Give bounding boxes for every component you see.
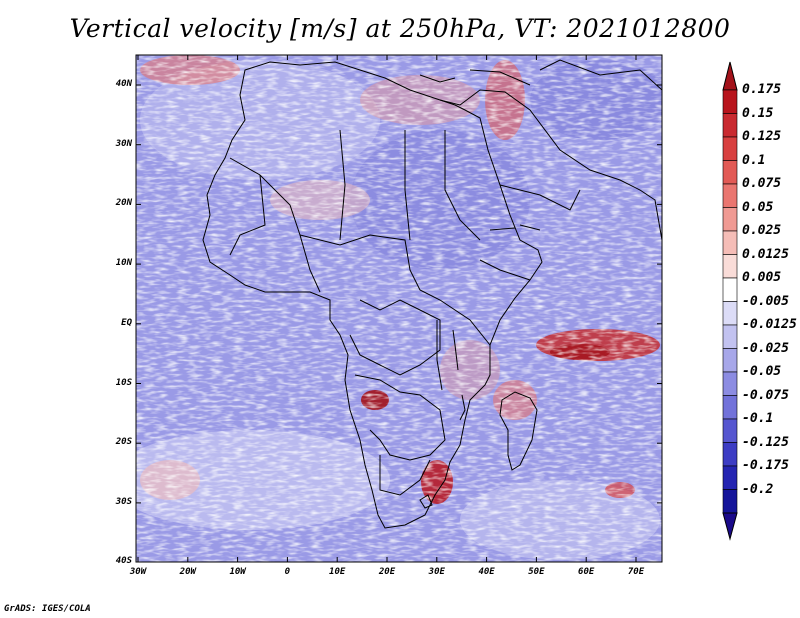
map-frame <box>135 54 663 563</box>
colorbar-swatch <box>722 465 738 490</box>
colorbar-level-label: -0.125 <box>742 434 789 450</box>
colorbar-swatch <box>722 301 738 326</box>
colorbar-swatch <box>722 277 738 302</box>
lon-label: 10W <box>229 567 246 577</box>
coastlines <box>202 59 662 529</box>
lon-label: 60E <box>578 567 595 577</box>
colorbar-swatch <box>722 230 738 255</box>
colorbar-swatch <box>722 418 738 443</box>
colorbar-level-label: 0.075 <box>742 176 782 191</box>
lon-label: 50E <box>528 567 545 577</box>
colorbar-swatch <box>722 89 738 114</box>
colorbar-level-label: 0.0125 <box>742 246 789 262</box>
axis-ticks <box>136 55 662 563</box>
colorbar-swatch <box>722 207 738 232</box>
colorbar-level-label: 0.125 <box>742 129 782 144</box>
lat-label: 10S <box>115 377 132 388</box>
colorbar <box>722 61 738 541</box>
credit-text: GrADS: IGES/COLA <box>4 604 91 614</box>
lon-label: 70E <box>627 567 645 577</box>
colorbar-level-label: -0.05 <box>742 364 782 379</box>
colorbar-swatch <box>722 395 738 420</box>
lon-label: 0 <box>284 567 291 577</box>
colorbar-level-label: -0.2 <box>742 481 774 497</box>
colorbar-swatch <box>722 324 738 349</box>
colorbar-level-label: 0.15 <box>742 105 774 121</box>
colorbar-level-label: 0.05 <box>742 199 774 215</box>
lon-label: 10E <box>329 567 346 577</box>
colorbar-level-label: 0.175 <box>742 82 782 97</box>
lat-label: 40S <box>115 556 132 566</box>
colorbar-swatch <box>722 442 738 467</box>
lon-label: 30E <box>428 567 445 577</box>
velocity-field <box>136 55 662 562</box>
colorbar-level-label: 0.1 <box>742 152 766 168</box>
lon-label: 20W <box>179 567 196 577</box>
colorbar-swatch <box>722 113 738 138</box>
colorbar-swatch <box>722 348 738 373</box>
colorbar-swatch <box>722 136 738 161</box>
colorbar-level-label: -0.075 <box>742 387 789 403</box>
lon-label: 20E <box>378 567 396 577</box>
lon-label: 40E <box>478 567 495 577</box>
colorbar-level-label: -0.025 <box>742 340 789 356</box>
colorbar-swatch <box>722 489 738 514</box>
lat-label: 30N <box>115 138 132 149</box>
colorbar-level-label: 0.005 <box>742 270 782 285</box>
colorbar-level-label: -0.1 <box>742 411 774 426</box>
colorbar-swatch <box>722 371 738 396</box>
colorbar-level-label: -0.175 <box>742 458 789 473</box>
lat-label: 20N <box>115 198 132 209</box>
colorbar-top-triangle <box>722 61 738 91</box>
colorbar-level-label: 0.025 <box>742 223 782 238</box>
lat-label: 30S <box>115 496 132 507</box>
lat-label: EQ <box>121 317 132 328</box>
lat-label: 40N <box>115 79 132 89</box>
colorbar-bottom-triangle <box>722 512 738 541</box>
lon-label: 30W <box>129 567 147 577</box>
colorbar-swatch <box>722 254 738 279</box>
colorbar-level-label: -0.005 <box>742 293 789 309</box>
lat-label: 10N <box>115 258 132 269</box>
colorbar-swatch <box>722 160 738 185</box>
lat-label: 20S <box>115 437 132 448</box>
colorbar-level-label: -0.0125 <box>742 317 797 332</box>
colorbar-swatch <box>722 183 738 208</box>
map-title: Vertical velocity [m/s] at 250hPa, VT: 2… <box>69 14 731 43</box>
